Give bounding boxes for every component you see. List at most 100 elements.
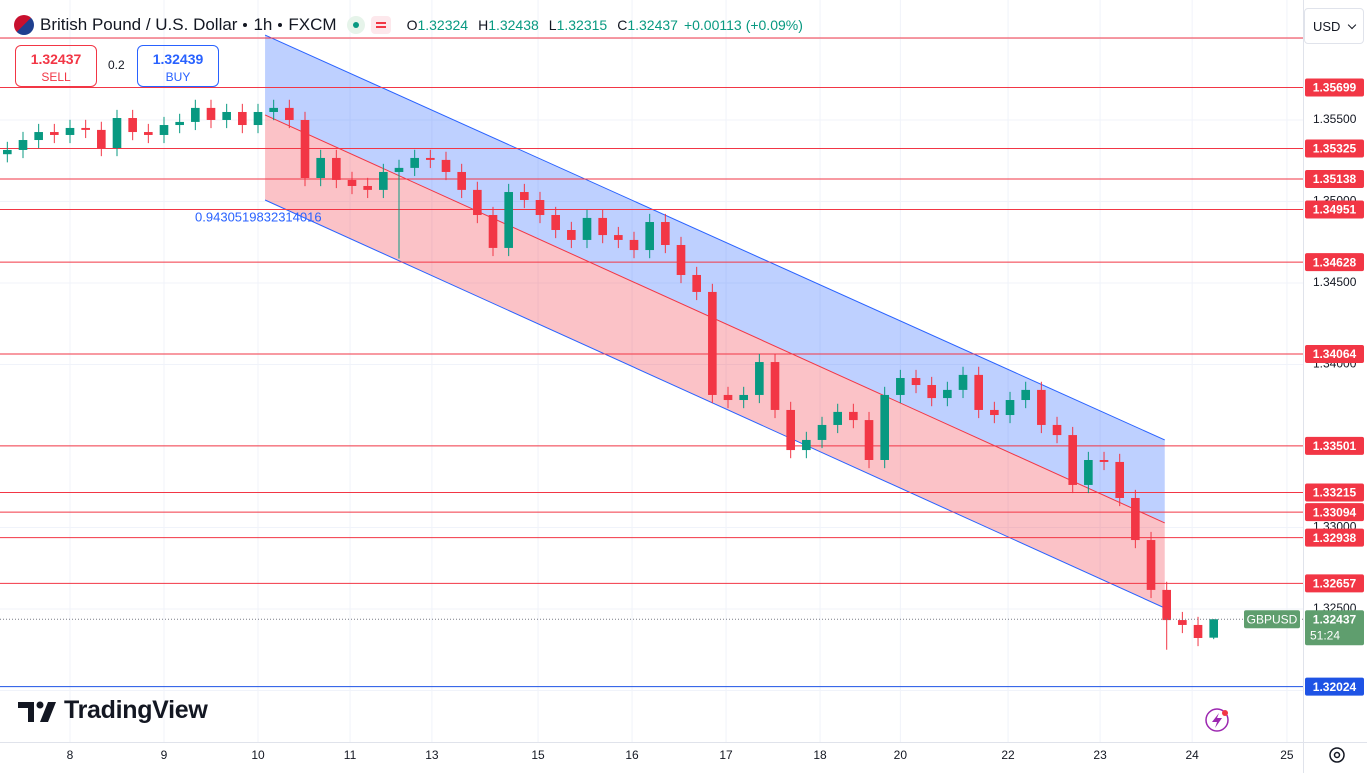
candle-body — [457, 171, 466, 190]
symbol-badge — [1244, 610, 1300, 629]
level-label: 1.35699 — [1313, 81, 1357, 95]
candle-body — [1037, 389, 1046, 425]
candle-body — [332, 157, 341, 180]
candle-body — [285, 107, 294, 120]
level-label: 1.32938 — [1313, 531, 1357, 545]
candle-body — [974, 374, 983, 410]
ohlc-value: 1.32324 — [417, 17, 469, 33]
candle-body — [175, 121, 184, 126]
level-badge — [1305, 677, 1364, 696]
candle-body — [958, 374, 968, 390]
candle-body — [1084, 460, 1093, 485]
x-tick-label: 17 — [719, 748, 733, 762]
alert-icon-bolt — [1212, 713, 1222, 728]
candle-body — [817, 424, 827, 440]
candle-body — [676, 244, 686, 275]
candle-body — [191, 107, 200, 122]
chevron — [1347, 20, 1357, 30]
candle-body — [159, 125, 169, 135]
candle-body — [1162, 589, 1172, 621]
candle-body — [786, 409, 795, 451]
candle-body — [222, 111, 231, 120]
symbol-label: GBPUSD — [1247, 612, 1298, 626]
candle-body — [206, 107, 216, 120]
channel-upper-line — [264, 34, 1165, 441]
candle-body — [253, 111, 263, 126]
candle-body — [394, 167, 404, 172]
candle-body — [1131, 497, 1140, 541]
x-tick-label: 13 — [425, 748, 439, 762]
level-badge — [1305, 436, 1364, 455]
currency-selector[interactable]: USD — [1304, 8, 1364, 44]
level-label: 1.34064 — [1313, 347, 1357, 361]
ohlc-item: C1.32437 — [617, 17, 678, 33]
candle-body — [488, 215, 498, 248]
spread: 0.2 — [108, 58, 125, 72]
candle-body — [18, 140, 28, 150]
alert-icon-dot — [1222, 710, 1228, 716]
settings-icon-center — [1333, 751, 1341, 759]
level-label: 1.35325 — [1313, 142, 1357, 156]
candle-body — [3, 149, 12, 155]
ohlc-value: 1.32315 — [556, 17, 608, 33]
candle-body — [896, 378, 905, 395]
level-badge — [1305, 528, 1364, 547]
level-label: 1.32024 — [1313, 680, 1357, 694]
candle-body — [34, 132, 43, 141]
x-tick-label: 8 — [67, 748, 74, 762]
candle-body — [708, 291, 717, 395]
candle-body — [112, 118, 122, 149]
data-provider-icon — [370, 16, 391, 34]
symbol-title[interactable]: British Pound / U.S. Dollar — [40, 15, 238, 34]
x-tick-label: 25 — [1280, 748, 1294, 762]
candle-body — [661, 222, 670, 245]
ohlc-label: O — [406, 17, 418, 33]
candle-body — [379, 171, 388, 190]
y-tick-label: 1.34500 — [1313, 275, 1357, 289]
candle-body — [645, 222, 654, 251]
channel-correlation: 0.9430519832314016 — [195, 209, 322, 224]
candle-body — [770, 362, 780, 410]
brand-logo — [18, 701, 56, 722]
x-tick-label: 22 — [1001, 748, 1015, 762]
candle-body — [426, 157, 435, 160]
candle-body — [300, 119, 310, 179]
separator — [243, 23, 248, 27]
level-badge — [1305, 345, 1364, 364]
separator — [278, 23, 283, 27]
candle-body — [911, 378, 921, 386]
flag-icon — [14, 15, 34, 35]
candle-body — [128, 118, 137, 133]
x-tick-label: 24 — [1185, 748, 1199, 762]
x-tick-label: 23 — [1093, 748, 1107, 762]
candle-body — [441, 159, 451, 172]
price-change: +0.00113 — [683, 17, 742, 33]
countdown: 51:24 — [1310, 628, 1340, 642]
price-change-percent: (+0.09%) — [745, 17, 803, 33]
candle-body — [81, 127, 90, 130]
x-tick-label: 18 — [813, 748, 827, 762]
candle-body — [1146, 540, 1156, 590]
candle-body — [269, 107, 278, 112]
ohlc-item: H1.32438 — [478, 17, 539, 33]
x-tick-label: 16 — [625, 748, 639, 762]
candle-body — [1021, 389, 1030, 401]
candle-body — [347, 179, 357, 186]
candle-body — [97, 129, 106, 149]
candle-body — [598, 217, 607, 236]
ohlc-item: L1.32315 — [549, 17, 607, 33]
symbol-header: British Pound / U.S. Dollar 1h FXCM O1.3… — [14, 12, 803, 38]
sell-button[interactable]: 1.32437 SELL — [15, 45, 97, 87]
candle-body — [943, 389, 952, 399]
candle-body — [144, 132, 153, 135]
interval[interactable]: 1h — [253, 15, 273, 34]
level-badge — [1305, 200, 1364, 219]
candle-body — [880, 394, 889, 461]
y-tick-label: 1.35500 — [1313, 112, 1357, 126]
x-tick-label: 20 — [894, 748, 908, 762]
candle-body — [849, 411, 858, 421]
candle-body — [723, 394, 733, 401]
buy-button[interactable]: 1.32439 BUY — [137, 45, 219, 87]
